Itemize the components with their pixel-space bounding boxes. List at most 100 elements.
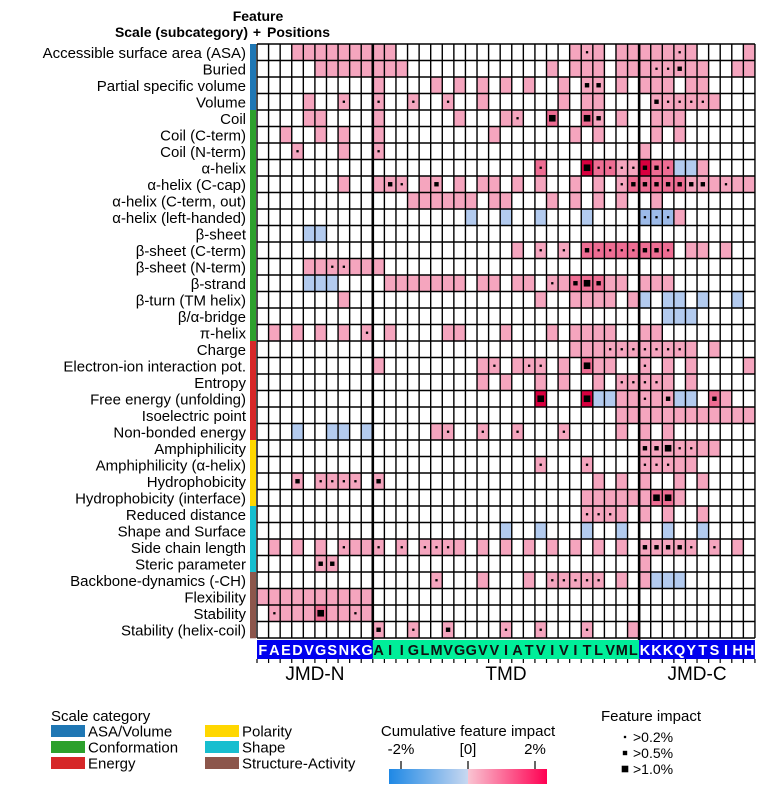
heatmap-cell <box>627 407 640 424</box>
impact-marker <box>400 183 403 186</box>
heatmap-cell <box>500 77 512 94</box>
impact-marker <box>665 182 671 187</box>
legend-item-label: ASA/Volume <box>88 724 172 741</box>
heatmap-cell <box>627 621 640 638</box>
impact-marker <box>643 397 647 400</box>
heatmap-cell <box>639 60 651 77</box>
heatmap-cell <box>581 489 593 506</box>
category-bar <box>250 357 256 375</box>
impact-marker <box>539 463 542 466</box>
impact-marker <box>493 364 496 367</box>
row-label: Electron-ion interaction pot. <box>63 358 246 375</box>
heatmap-cell <box>627 291 640 308</box>
impact-marker <box>642 446 648 451</box>
heatmap-cell <box>731 176 744 193</box>
row-label: β/α-bridge <box>178 309 246 326</box>
category-bar <box>250 522 256 540</box>
impact-marker <box>678 51 681 54</box>
heatmap-cell <box>731 407 744 424</box>
heatmap-cell <box>407 192 420 209</box>
heatmap-cell <box>650 407 663 424</box>
heatmap-cell <box>314 225 327 242</box>
sequence-residue: A <box>373 643 384 659</box>
impact-marker <box>620 249 623 252</box>
heatmap-cell <box>384 44 396 61</box>
category-bar <box>250 390 256 408</box>
heatmap-cell <box>511 275 524 292</box>
category-bar <box>250 324 256 342</box>
heatmap-cell <box>662 275 674 292</box>
sequence-residue: K <box>651 643 662 659</box>
row-label: Reduced distance <box>126 507 246 524</box>
heatmap-cell <box>673 110 686 127</box>
row-label: Flexibility <box>184 589 246 606</box>
heatmap-cell <box>523 77 535 94</box>
heatmap-cell <box>615 489 628 506</box>
impact-marker <box>446 430 450 433</box>
sequence-residue: I <box>724 643 728 659</box>
heatmap-cell <box>558 374 570 391</box>
heatmap-cell <box>372 176 385 193</box>
heatmap-cell <box>581 209 593 226</box>
heatmap-cell <box>615 539 628 556</box>
heatmap-cell <box>488 192 501 209</box>
colorbar-title: Cumulative feature impact <box>381 723 556 740</box>
heatmap-cell <box>650 275 663 292</box>
heatmap-cell <box>673 473 686 490</box>
impact-marker <box>643 381 647 384</box>
impact-marker <box>423 546 427 549</box>
heatmap-cell <box>708 407 721 424</box>
heatmap-cell <box>477 275 489 292</box>
heatmap-cell <box>338 44 350 61</box>
heatmap-cell <box>650 324 663 341</box>
impact-marker <box>317 609 324 617</box>
heatmap-cell <box>361 423 373 440</box>
heatmap-cell <box>511 176 524 193</box>
heatmap-cell <box>639 555 651 572</box>
sequence-residue: G <box>454 643 465 659</box>
row-label: Stability (helix-coil) <box>121 622 246 639</box>
legend-swatch <box>205 725 239 737</box>
impact-marker <box>435 579 438 582</box>
impact-marker <box>585 51 589 54</box>
heatmap-cell <box>673 456 686 473</box>
heatmap-cell <box>685 357 698 374</box>
category-bar <box>250 258 256 276</box>
heatmap-cell <box>534 291 547 308</box>
impact-marker <box>376 479 381 484</box>
sequence-residue: V <box>304 643 314 659</box>
sequence-residue: M <box>430 643 442 659</box>
heatmap-cell <box>338 605 350 622</box>
legend-item-label: Energy <box>88 756 136 773</box>
category-bar <box>250 555 256 573</box>
heatmap-cell <box>511 242 524 259</box>
heatmap-cell <box>604 357 616 374</box>
impact-marker <box>365 331 369 334</box>
sequence-residue: L <box>420 643 429 659</box>
impact-marker <box>665 396 671 401</box>
category-bar <box>250 605 256 622</box>
impact-marker <box>551 282 554 285</box>
heatmap-cell <box>708 440 721 457</box>
impact-marker <box>296 150 299 153</box>
impact-marker <box>584 83 590 88</box>
sequence-residue: K <box>640 643 651 659</box>
category-bar <box>250 341 256 358</box>
heatmap-grid <box>256 43 756 658</box>
heatmap-cell <box>291 324 304 341</box>
impact-marker <box>642 165 648 170</box>
heatmap-cell <box>546 192 559 209</box>
heatmap-cell <box>569 44 582 61</box>
heatmap-cell <box>453 324 466 341</box>
impact-marker <box>376 627 381 632</box>
sequence-residue: H <box>732 643 742 659</box>
impact-marker <box>319 480 322 483</box>
impact-marker <box>597 166 600 169</box>
heatmap-cell <box>662 522 674 539</box>
heatmap-cell <box>650 110 663 127</box>
impact-dots <box>273 51 728 632</box>
heatmap-cell <box>477 572 489 589</box>
heatmap-cell <box>731 291 744 308</box>
